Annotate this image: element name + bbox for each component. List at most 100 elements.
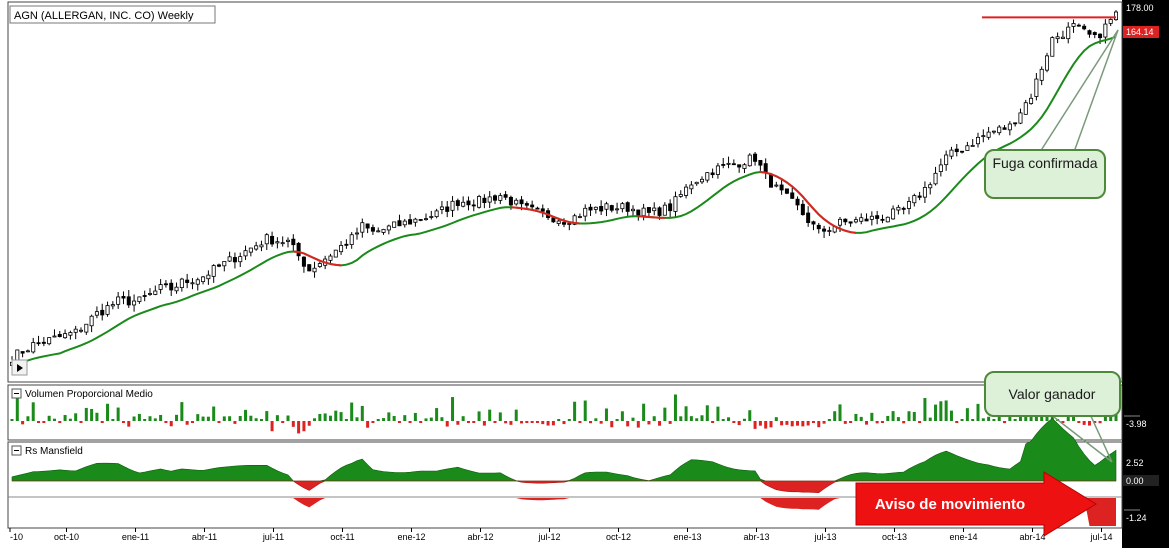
volume-bar: [605, 408, 608, 421]
volume-bar: [403, 415, 406, 421]
candle-body: [117, 297, 120, 304]
volume-bar: [854, 414, 857, 421]
candle-body: [870, 216, 873, 219]
volume-bar: [159, 415, 162, 421]
candle-body: [132, 301, 135, 305]
x-tick-label: oct-13: [882, 532, 907, 542]
volume-bar: [563, 421, 566, 424]
candle-body: [955, 149, 958, 152]
volume-bar: [302, 421, 305, 431]
volume-bar: [647, 421, 650, 424]
ma-down-segment: [845, 231, 850, 232]
candle-body: [631, 209, 634, 210]
candle-body: [345, 244, 348, 245]
volume-bar: [430, 418, 433, 421]
candle-body: [1014, 123, 1017, 124]
candle-body: [541, 209, 544, 211]
volume-bar: [95, 413, 98, 421]
volume-bar: [361, 406, 364, 421]
volume-bar: [929, 418, 932, 421]
candle-body: [891, 209, 894, 219]
x-tick-label: ene-14: [949, 532, 977, 542]
volume-bar: [600, 421, 603, 424]
candle-body: [265, 235, 268, 244]
volume-bar: [892, 411, 895, 421]
volume-bar: [637, 421, 640, 428]
candle-body: [377, 231, 380, 232]
volume-bar: [340, 412, 343, 421]
candle-body: [1093, 33, 1096, 35]
rs-axis-label-bottom: -1.24: [1126, 513, 1147, 523]
volume-bar: [955, 421, 958, 423]
volume-bar: [706, 405, 709, 421]
scroll-arrow-button[interactable]: [12, 360, 27, 375]
volume-bar: [164, 421, 167, 423]
candle-body: [854, 220, 857, 222]
candle-body: [408, 220, 411, 225]
volume-bar: [456, 421, 459, 425]
ma-down-segment: [766, 173, 771, 174]
candle-body: [557, 221, 560, 223]
volume-bar: [934, 405, 937, 421]
volume-bar: [308, 421, 311, 426]
volume-bar: [509, 421, 512, 425]
candle-body: [913, 196, 916, 203]
volume-bar: [212, 406, 215, 421]
movement-warning-text: Aviso de movimiento: [875, 496, 1025, 513]
candle-body: [329, 256, 332, 260]
volume-panel-frame: [8, 385, 1122, 440]
candle-body: [584, 208, 587, 216]
candle-body: [600, 206, 603, 211]
candle-body: [817, 225, 820, 228]
candle-body: [695, 182, 698, 183]
volume-bar: [387, 412, 390, 421]
volume-bar: [324, 413, 327, 421]
volume-bar: [425, 418, 428, 421]
ma-down-segment: [569, 222, 574, 223]
candle-body: [907, 202, 910, 209]
volume-bar: [207, 417, 210, 421]
volume-bar: [727, 417, 730, 421]
rs-axis-label-top: 2.52: [1126, 458, 1144, 468]
volume-bar: [287, 416, 290, 421]
volume-bar: [313, 418, 316, 421]
volume-bar: [467, 421, 470, 423]
volume-bar: [658, 421, 661, 426]
volume-bar: [249, 416, 252, 421]
candle-body: [419, 219, 422, 220]
ma-down-segment: [522, 208, 527, 209]
candle-body: [658, 208, 661, 216]
volume-bar: [971, 419, 974, 421]
candle-body: [217, 265, 220, 266]
candle-body: [647, 207, 650, 212]
candle-body: [366, 224, 369, 228]
candle-body: [706, 173, 709, 180]
volume-bar: [568, 419, 571, 421]
candle-body: [849, 222, 852, 223]
candle-body: [764, 164, 767, 173]
volume-bar: [218, 421, 221, 423]
volume-bar: [292, 421, 295, 427]
candle-body: [111, 305, 114, 306]
candle-body: [1051, 38, 1054, 57]
volume-bar: [770, 421, 773, 427]
candle-body: [753, 154, 756, 161]
candle-body: [361, 223, 364, 232]
candle-body: [610, 206, 613, 211]
candle-body: [286, 240, 289, 241]
candle-body: [42, 342, 45, 343]
candle-body: [897, 207, 900, 210]
volume-bar: [42, 421, 45, 423]
candle-body: [886, 217, 889, 222]
candle-body: [738, 165, 741, 167]
volume-bar: [175, 415, 178, 421]
candle-body: [982, 136, 985, 137]
candle-body: [37, 343, 40, 344]
volume-bar: [923, 398, 926, 421]
candle-body: [488, 197, 491, 202]
candle-body: [483, 198, 486, 202]
candle-body: [207, 275, 210, 279]
volume-bar: [32, 402, 35, 421]
volume-bar: [690, 416, 693, 421]
